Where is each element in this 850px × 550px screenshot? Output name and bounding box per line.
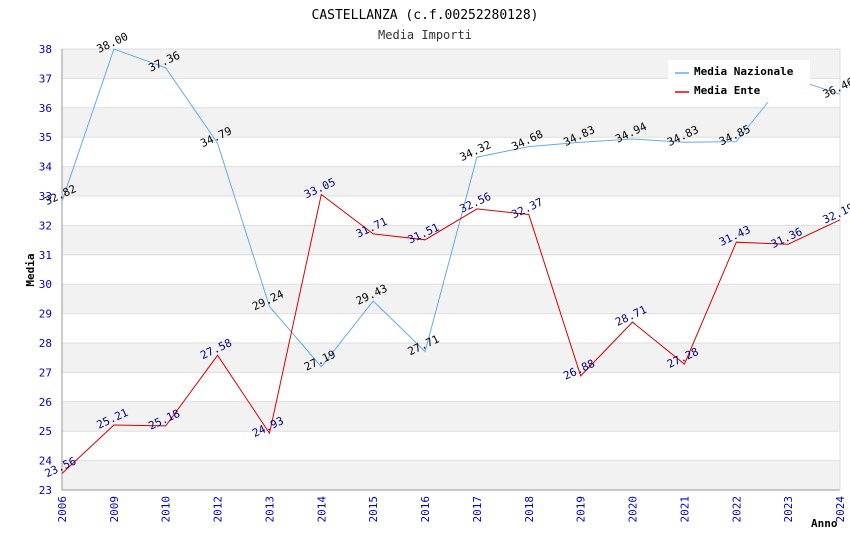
data-label: 32.19 — [821, 201, 850, 227]
y-tick-label: 35 — [39, 131, 52, 144]
x-tick-label: 2023 — [782, 496, 795, 523]
x-tick-label: 2009 — [108, 496, 121, 523]
x-tick-label: 2022 — [730, 496, 743, 523]
x-tick-label: 2024 — [834, 496, 847, 523]
chart-title: CASTELLANZA (c.f.00252280128) — [312, 8, 539, 23]
y-axis-label: Media — [24, 253, 37, 286]
legend: Media Nazionale Media Ente — [668, 60, 810, 102]
x-tick-label: 2017 — [471, 496, 484, 523]
y-tick-label: 32 — [39, 219, 52, 232]
x-tick-labels: 2006 2009 2010 2012 2013 2014 2015 2016 2017 2018… — [56, 496, 847, 523]
x-tick-label: 2019 — [575, 496, 588, 523]
y-tick-label: 34 — [39, 161, 53, 174]
legend-label-media-nazionale: Media Nazionale — [694, 65, 794, 78]
y-tick-label: 23 — [39, 484, 52, 497]
x-tick-label: 2010 — [160, 496, 173, 523]
x-axis-label: Anno — [811, 517, 838, 530]
data-label: 36.46 — [821, 75, 850, 101]
y-tick-label: 26 — [39, 396, 52, 409]
y-tick-label: 25 — [39, 425, 52, 438]
y-tick-label: 27 — [39, 366, 52, 379]
data-label: 32.37 — [510, 195, 546, 221]
legend-label-media-ente: Media Ente — [694, 84, 761, 97]
y-tick-label: 38 — [39, 43, 52, 56]
data-label: 34.32 — [458, 138, 494, 164]
grid-band — [62, 225, 840, 255]
grid-band — [62, 460, 840, 490]
y-tick-labels: 23 24 25 26 27 28 29 30 31 32 33 34 35 36 37 38 — [39, 43, 53, 497]
legend-box — [668, 60, 810, 102]
x-tick-label: 2016 — [419, 496, 432, 523]
chart-subtitle: Media Importi — [378, 28, 472, 42]
x-tick-label: 2006 — [56, 496, 69, 523]
x-tick-label: 2018 — [523, 496, 536, 523]
y-tick-label: 31 — [39, 249, 52, 262]
grid-band — [62, 343, 840, 373]
data-label: 32.82 — [43, 182, 79, 208]
x-tick-label: 2021 — [678, 496, 691, 523]
y-tick-label: 24 — [39, 455, 53, 468]
axes — [61, 49, 841, 491]
y-tick-label: 33 — [39, 190, 52, 203]
series-lines — [61, 48, 841, 474]
x-tick-label: 2014 — [315, 496, 328, 523]
grid-band — [62, 284, 840, 314]
grid-band — [62, 401, 840, 432]
x-tick-label: 2013 — [263, 496, 276, 523]
grid-band — [62, 107, 840, 138]
grid-band — [62, 166, 840, 196]
x-tick-label: 2012 — [212, 496, 225, 523]
background-bands — [62, 49, 840, 490]
y-tick-label: 37 — [39, 72, 52, 85]
x-tick-label: 2015 — [367, 496, 380, 523]
y-tick-label: 29 — [39, 308, 52, 321]
y-tick-label: 30 — [39, 278, 52, 291]
x-tick-label: 2020 — [627, 496, 640, 523]
series-line-media-nazionale — [61, 48, 841, 368]
y-tick-label: 28 — [39, 337, 52, 350]
series-line-media-ente — [61, 193, 841, 474]
y-tick-label: 36 — [39, 102, 52, 115]
